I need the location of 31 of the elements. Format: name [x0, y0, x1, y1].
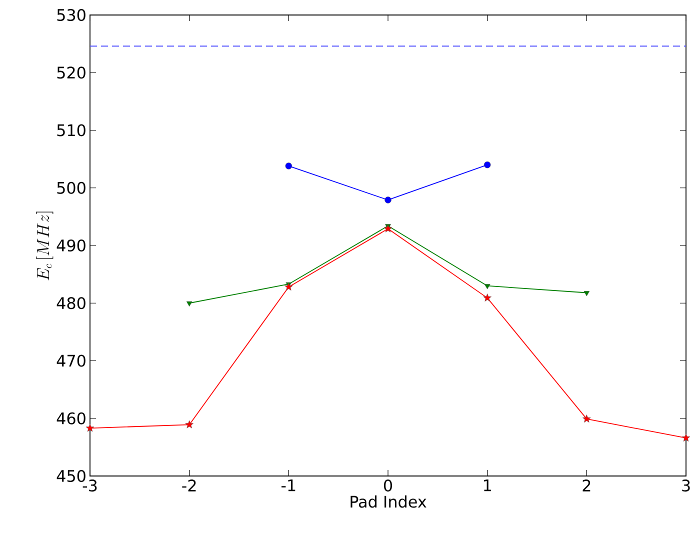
y-tick-label: 450: [56, 470, 86, 482]
y-tick-label: 470: [56, 354, 86, 367]
x-tick-label: 0: [384, 480, 392, 492]
y-tick-label: 530: [57, 8, 86, 22]
point: [484, 161, 491, 168]
y-tick-label: 500: [57, 182, 86, 194]
point: [384, 224, 392, 232]
point: [284, 282, 293, 291]
point: [682, 434, 690, 442]
point: [582, 414, 591, 422]
point: [285, 162, 292, 170]
point: [185, 420, 194, 428]
y-tick-label: 510: [57, 124, 86, 136]
x-tick-label: -1: [282, 480, 296, 492]
y-tick-label: 490: [56, 239, 86, 252]
point: [484, 284, 490, 290]
y-tick-label: 460: [56, 412, 86, 424]
y-axis-title: $E_c\,[MHz]$: [36, 212, 54, 280]
point: [86, 424, 94, 432]
point: [483, 294, 492, 302]
x-tick-label: -3: [82, 480, 97, 492]
x-axis-title: Pad Index: [350, 495, 426, 508]
y-tick-label: 480: [56, 297, 86, 310]
x-tick-label: 2: [582, 480, 590, 492]
point: [186, 301, 192, 306]
y-tick-label: 520: [57, 66, 86, 79]
x-tick-label: -2: [182, 480, 196, 492]
point: [384, 196, 392, 204]
x-tick-label: 3: [682, 480, 690, 492]
x-tick-label: 1: [484, 480, 491, 492]
point: [584, 291, 590, 296]
